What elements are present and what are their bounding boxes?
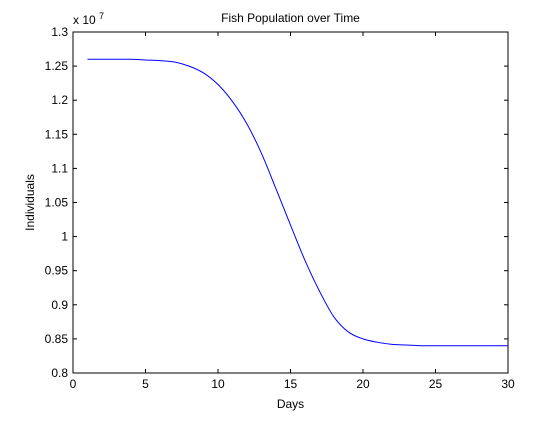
y-axis-multiplier-base: x 10 — [73, 13, 96, 27]
y-axis-multiplier: x 10 7 — [73, 11, 104, 27]
y-axis-multiplier-exponent: 7 — [99, 11, 104, 21]
y-tick-label: 0.8 — [51, 366, 68, 380]
chart-title: Fish Population over Time — [221, 11, 360, 25]
x-tick-label: 25 — [429, 377, 443, 391]
y-tick-label: 1.3 — [51, 25, 68, 39]
y-tick-label: 0.95 — [45, 264, 69, 278]
y-tick-label: 1.1 — [51, 161, 68, 175]
y-tick-labels: 0.8 0.85 0.9 0.95 1 1.05 1.1 1.15 1.2 1.25 1.3 — [45, 25, 69, 380]
x-tick-label: 5 — [142, 377, 149, 391]
x-tick-label: 30 — [501, 377, 515, 391]
y-tick-label: 1.15 — [45, 127, 69, 141]
x-tick-label: 15 — [284, 377, 298, 391]
x-axis-label: Days — [277, 397, 304, 411]
x-tick-labels: 0 5 10 15 20 25 30 — [70, 377, 515, 391]
series-line — [87, 58, 508, 347]
y-tick-label: 1.05 — [45, 196, 69, 210]
tick-marks — [72, 31, 509, 374]
y-tick-label: 1.2 — [51, 93, 68, 107]
y-tick-label: 1 — [61, 230, 68, 244]
y-tick-label: 0.9 — [51, 298, 68, 312]
y-tick-label: 1.25 — [45, 59, 69, 73]
y-tick-label: 0.85 — [45, 332, 69, 346]
y-axis-label: Individuals — [23, 174, 37, 231]
plot-area — [72, 31, 509, 374]
x-tick-label: 20 — [356, 377, 370, 391]
x-tick-label: 10 — [211, 377, 225, 391]
x-tick-label: 0 — [70, 377, 77, 391]
